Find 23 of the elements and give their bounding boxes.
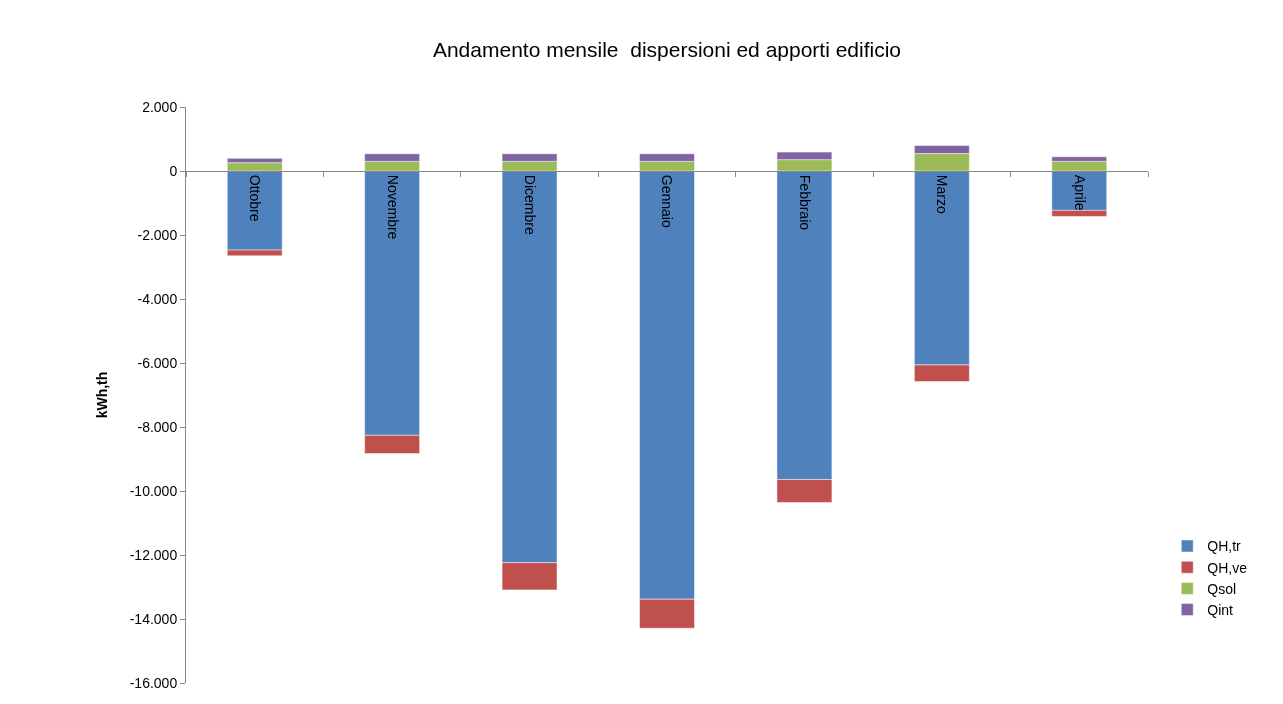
y-tick-label: -8.000 <box>137 418 178 435</box>
y-tick-label: -6.000 <box>137 354 178 371</box>
y-tick-label: -4.000 <box>137 290 178 307</box>
x-tick-label: Aprile <box>1071 174 1088 211</box>
y-tick-label: 0 <box>169 162 178 179</box>
legend-label: QH,tr <box>1207 538 1242 555</box>
y-tick-label: -12.000 <box>129 546 178 563</box>
y-tick-label: -14.000 <box>129 610 178 627</box>
x-tick-label: Ottobre <box>247 174 264 222</box>
legend-label: Qsol <box>1207 580 1237 597</box>
legend-label: QH,ve <box>1207 559 1248 576</box>
chart-title: Andamento mensile dispersioni ed apporti edificio <box>432 37 902 61</box>
x-tick-label: Dicembre <box>522 174 539 235</box>
legend-label: Qint <box>1207 602 1234 619</box>
x-tick-label: Febbraio <box>796 174 813 231</box>
y-axis-title: kWh,th <box>94 371 111 419</box>
y-tick-label: -16.000 <box>129 674 178 691</box>
y-tick-label: -10.000 <box>129 482 178 499</box>
y-tick-label: -2.000 <box>137 226 178 243</box>
x-tick-label: Novembre <box>384 174 401 240</box>
x-tick-label: Gennaio <box>659 174 676 228</box>
x-tick-label: Marzo <box>934 174 951 214</box>
y-tick-label: 2.000 <box>142 98 178 115</box>
